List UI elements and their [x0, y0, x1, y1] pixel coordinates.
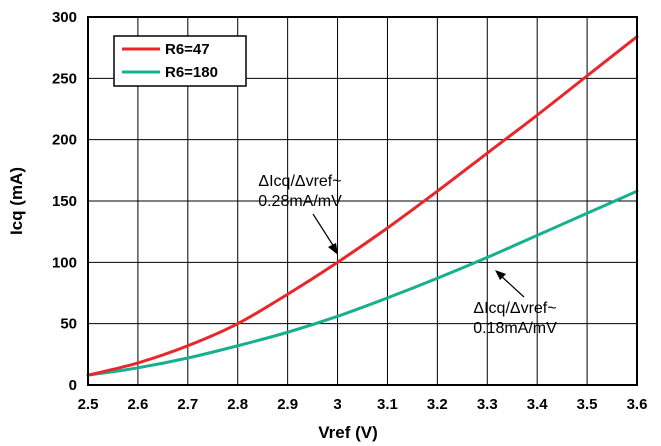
legend: R6=47 R6=180	[113, 35, 247, 87]
x-tick-label: 3.4	[527, 396, 549, 413]
annotation-r6-47-line1: ΔIcq/Δvref~	[258, 173, 341, 190]
tick-labels: 2.5 2.6 2.7 2.8 2.9 3 3.1 3.2 3.3 3.4 3.5 3.6 0 50 100…	[52, 9, 647, 413]
x-tick-label: 3.1	[377, 396, 398, 413]
y-tick-label: 50	[60, 316, 77, 333]
y-tick-label: 0	[69, 377, 77, 394]
y-tick-label: 100	[52, 254, 77, 271]
series-line-r6-47	[86, 35, 639, 377]
plot-frame	[87, 16, 638, 386]
grid	[88, 17, 637, 385]
annotation-r6-47-arrowhead	[328, 243, 338, 255]
x-tick-label: 3.3	[477, 396, 498, 413]
annotation-r6-180-line2: 0.18mA/mV	[473, 320, 557, 337]
legend-label-r6-180: R6=180	[165, 64, 218, 81]
annotation-r6-180-line1: ΔIcq/Δvref~	[473, 300, 556, 317]
annotation-r6-47-line2: 0.28mA/mV	[258, 193, 342, 210]
x-axis-title: Vref (V)	[318, 423, 378, 442]
y-axis-title: Icq (mA)	[7, 167, 26, 235]
annotation-r6-47: ΔIcq/Δvref~ 0.28mA/mV	[258, 173, 342, 255]
series-line-r6-180	[86, 189, 639, 377]
annotation-r6-47-arrow	[312, 213, 337, 251]
series-lines	[86, 35, 639, 377]
x-tick-label: 2.7	[177, 396, 198, 413]
y-tick-label: 250	[52, 70, 77, 87]
x-tick-label: 2.8	[227, 396, 248, 413]
legend-box	[113, 35, 247, 87]
annotation-r6-180-arrow	[499, 274, 525, 298]
x-tick-label: 3	[333, 396, 341, 413]
y-tick-label: 200	[52, 132, 77, 149]
y-tick-label: 300	[52, 9, 77, 26]
x-tick-label: 2.6	[127, 396, 148, 413]
y-tick-label: 150	[52, 193, 77, 210]
x-tick-label: 3.6	[627, 396, 648, 413]
x-tick-label: 3.2	[427, 396, 448, 413]
x-tick-label: 2.9	[277, 396, 298, 413]
x-tick-label: 2.5	[78, 396, 99, 413]
annotation-r6-180-arrowhead	[495, 270, 506, 280]
annotation-r6-180: ΔIcq/Δvref~ 0.18mA/mV	[473, 270, 557, 337]
legend-label-r6-47: R6=47	[165, 41, 210, 58]
x-tick-label: 3.5	[577, 396, 598, 413]
